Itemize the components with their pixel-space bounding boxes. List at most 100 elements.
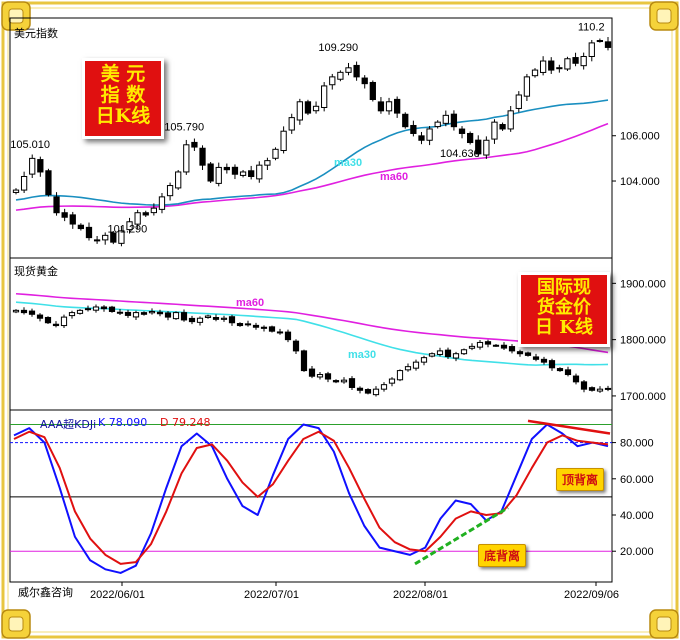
candle-body	[452, 353, 460, 359]
candle-body	[548, 60, 555, 71]
ma60-label: ma60	[380, 171, 408, 183]
price-annotation: 105.010	[10, 139, 50, 151]
candle-body	[426, 128, 433, 141]
candle-body	[483, 139, 490, 156]
candle-body	[175, 171, 182, 189]
x-tick-label: 2022/08/01	[393, 589, 448, 601]
candle-body	[140, 312, 148, 315]
candle-body	[260, 326, 268, 329]
candle-body	[361, 77, 368, 85]
candle-body	[396, 370, 404, 381]
candle-body	[388, 378, 396, 384]
candle-body	[404, 366, 412, 371]
candle-body	[118, 230, 125, 244]
candle-body	[516, 351, 524, 355]
candle-body	[476, 341, 484, 348]
frame-corner-ornament-inner	[656, 8, 672, 24]
candle-body	[188, 317, 196, 323]
price-annotation: 104.630	[440, 148, 480, 160]
candle-body	[172, 312, 180, 320]
k-line	[13, 423, 609, 574]
ma60-line	[15, 292, 609, 354]
candle-body	[28, 310, 36, 315]
candle-body	[100, 306, 108, 310]
candle-body	[436, 350, 444, 355]
frame-corner-ornament-inner	[656, 616, 672, 632]
candle-body	[228, 316, 236, 324]
frame-corner-ornament-inner	[8, 8, 24, 24]
frame-border-inner	[7, 7, 673, 633]
candle-body	[191, 141, 198, 148]
candle-body	[321, 85, 328, 108]
price-annotation: 105.790	[164, 121, 204, 133]
kdj-k-label: K 78.090	[98, 416, 148, 429]
candle-body	[345, 67, 352, 73]
candle-body	[196, 317, 204, 323]
candle-body	[92, 306, 100, 311]
candle-body	[132, 312, 140, 318]
candle-body	[37, 159, 44, 173]
dxy-panel-title: 美元指数	[14, 27, 58, 40]
x-tick-label: 2022/09/06	[564, 589, 619, 601]
candle-body	[500, 344, 508, 349]
candle-body	[134, 212, 141, 225]
candle-body	[316, 374, 324, 378]
candle-body	[36, 314, 44, 319]
candle-body	[604, 387, 612, 390]
gold-badge: 国际现 货金价 日 K线	[518, 272, 610, 347]
candle-body	[564, 369, 572, 376]
candle-body	[369, 81, 376, 101]
candle-body	[402, 113, 409, 128]
candle-body	[556, 368, 564, 372]
candle-body	[450, 113, 458, 128]
candle-body	[69, 214, 76, 225]
top-divergence-trendline	[527, 419, 611, 435]
candle-body	[29, 157, 36, 175]
top-divergence-note: 顶背离	[556, 468, 605, 491]
kdj-d-label: D 79.248	[160, 416, 211, 429]
candle-body	[248, 170, 255, 177]
candle-body	[304, 101, 312, 114]
candle-body	[532, 356, 540, 360]
candle-body	[212, 317, 220, 320]
candle-body	[215, 166, 222, 184]
candle-body	[523, 76, 531, 97]
candle-body	[231, 166, 239, 175]
candle-body	[588, 387, 596, 391]
candle-body	[428, 353, 436, 357]
dxy-badge-line-1: 美 元	[100, 63, 146, 85]
candle-body	[180, 312, 188, 321]
y-tick-label: 1700.000	[620, 391, 666, 403]
candle-body	[126, 221, 133, 231]
candle-body	[183, 144, 190, 173]
candle-body	[148, 310, 156, 314]
x-tick-label: 2022/06/01	[90, 589, 145, 601]
ma30-label: ma30	[348, 349, 376, 361]
candle-body	[264, 160, 271, 166]
candle-body	[284, 331, 292, 341]
ma60-line	[15, 122, 609, 211]
candle-body	[572, 375, 580, 383]
y-tick-label: 104.000	[620, 176, 660, 188]
candle-body	[252, 324, 260, 328]
candle-body	[515, 94, 522, 109]
candle-body	[580, 55, 587, 67]
candle-body	[353, 64, 360, 78]
candle-body	[444, 349, 452, 358]
candle-body	[348, 378, 356, 388]
y-tick-label: 106.000	[620, 131, 660, 143]
gold-panel-title: 现货黄金	[14, 265, 58, 278]
candle-body	[531, 69, 539, 77]
dxy-badge-line-2: 指 数	[100, 83, 146, 106]
company-name: 威尔鑫咨询	[18, 586, 73, 599]
candle-body	[110, 232, 117, 243]
candle-body	[60, 316, 68, 327]
candle-body	[564, 58, 571, 70]
candle-body	[499, 124, 506, 130]
candle-body	[204, 315, 212, 318]
candle-body	[460, 349, 468, 355]
kdj-panel-title: AAA超KDJi	[40, 418, 97, 431]
candle-body	[394, 98, 401, 114]
candle-body	[356, 387, 364, 391]
